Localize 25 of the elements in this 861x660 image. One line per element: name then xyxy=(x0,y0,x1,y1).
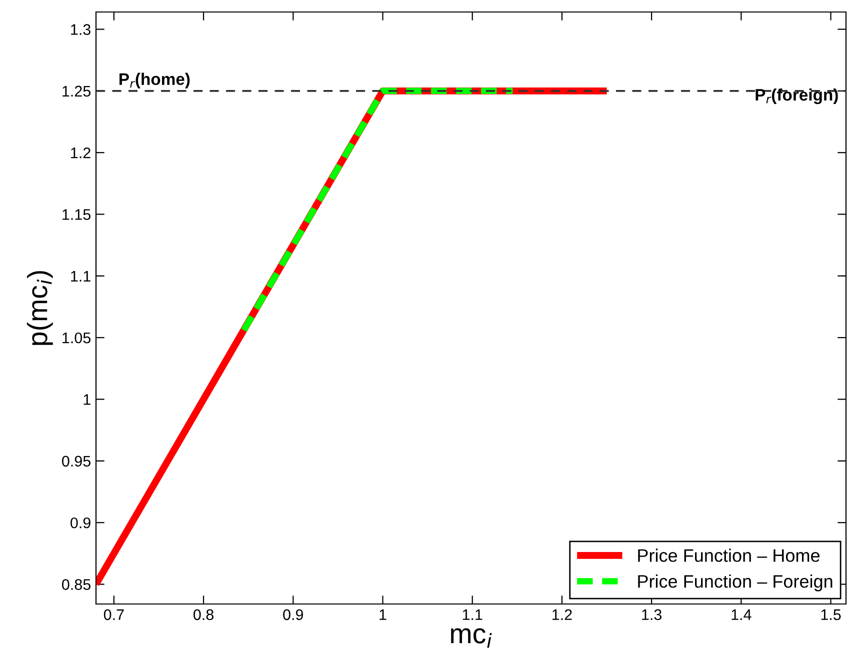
y-tick-label: 0.9 xyxy=(70,517,90,528)
x-tick-label: 1.3 xyxy=(642,609,662,620)
y-tick-label: 1.15 xyxy=(62,209,90,220)
y-tick-label: 1.1 xyxy=(71,270,90,282)
x-tick-label: 0.7 xyxy=(104,609,124,620)
legend-label: Price Function – Foreign xyxy=(638,574,832,592)
x-axis-title: mc$_{i}$ xyxy=(451,628,492,648)
y-tick-label: 1.25 xyxy=(62,86,90,97)
y-tick-label: 1 xyxy=(84,394,90,405)
x-tick-label: 1.5 xyxy=(821,609,841,620)
legend-label: Price Function – Home xyxy=(638,548,820,562)
x-tick-label: 0.9 xyxy=(283,609,304,620)
y-tick-label: 0.85 xyxy=(62,579,90,590)
y-tick-label: 1.2 xyxy=(71,147,90,158)
y-tick-label: 1.3 xyxy=(71,24,90,35)
y-tick-label: 1.05 xyxy=(62,332,90,344)
annotation: P$_{r}$(home) xyxy=(120,72,190,88)
annotation: P$_{r}$(foreign) xyxy=(756,88,838,104)
y-axis-title: p(mc$_{i}$) xyxy=(26,271,53,345)
x-tick-label: 0.8 xyxy=(194,609,214,620)
y-tick-label: 0.95 xyxy=(62,456,90,467)
x-tick-label: 1 xyxy=(380,609,386,620)
x-tick-label: 1.2 xyxy=(552,609,572,620)
x-tick-label: 1.4 xyxy=(732,609,752,620)
x-tick-label: 1.1 xyxy=(462,609,482,620)
